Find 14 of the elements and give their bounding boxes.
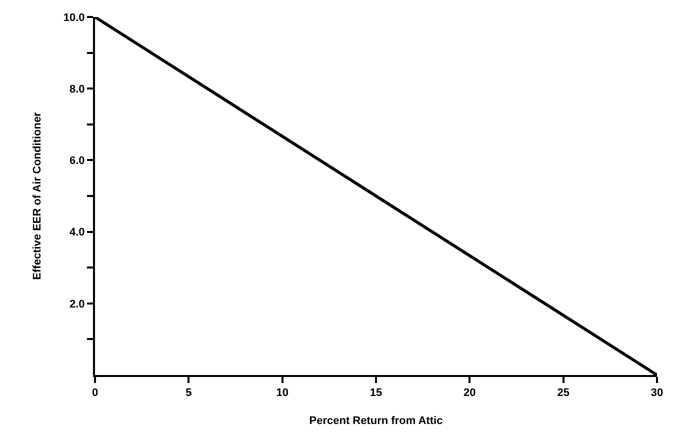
y-tick-label: 2.0: [70, 298, 85, 310]
y-tick-label: 4.0: [70, 226, 85, 239]
y-tick-label: 10.0: [63, 12, 85, 24]
x-tick-label: 5: [186, 387, 192, 400]
x-tick-label: 0: [92, 387, 98, 400]
x-tick-label: 20: [464, 387, 476, 400]
x-tick-label: 30: [650, 387, 664, 400]
x-tick-label: 10: [276, 387, 288, 400]
y-tick-label: 6.0: [70, 155, 85, 168]
x-tick-label: 15: [370, 387, 382, 400]
y-axis-title: Effective EER of Air Conditioner: [32, 111, 44, 280]
x-axis-title: Percent Return from Attic: [309, 414, 443, 427]
x-tick-label: 25: [557, 387, 570, 400]
y-tick-label: 8.0: [70, 83, 85, 96]
